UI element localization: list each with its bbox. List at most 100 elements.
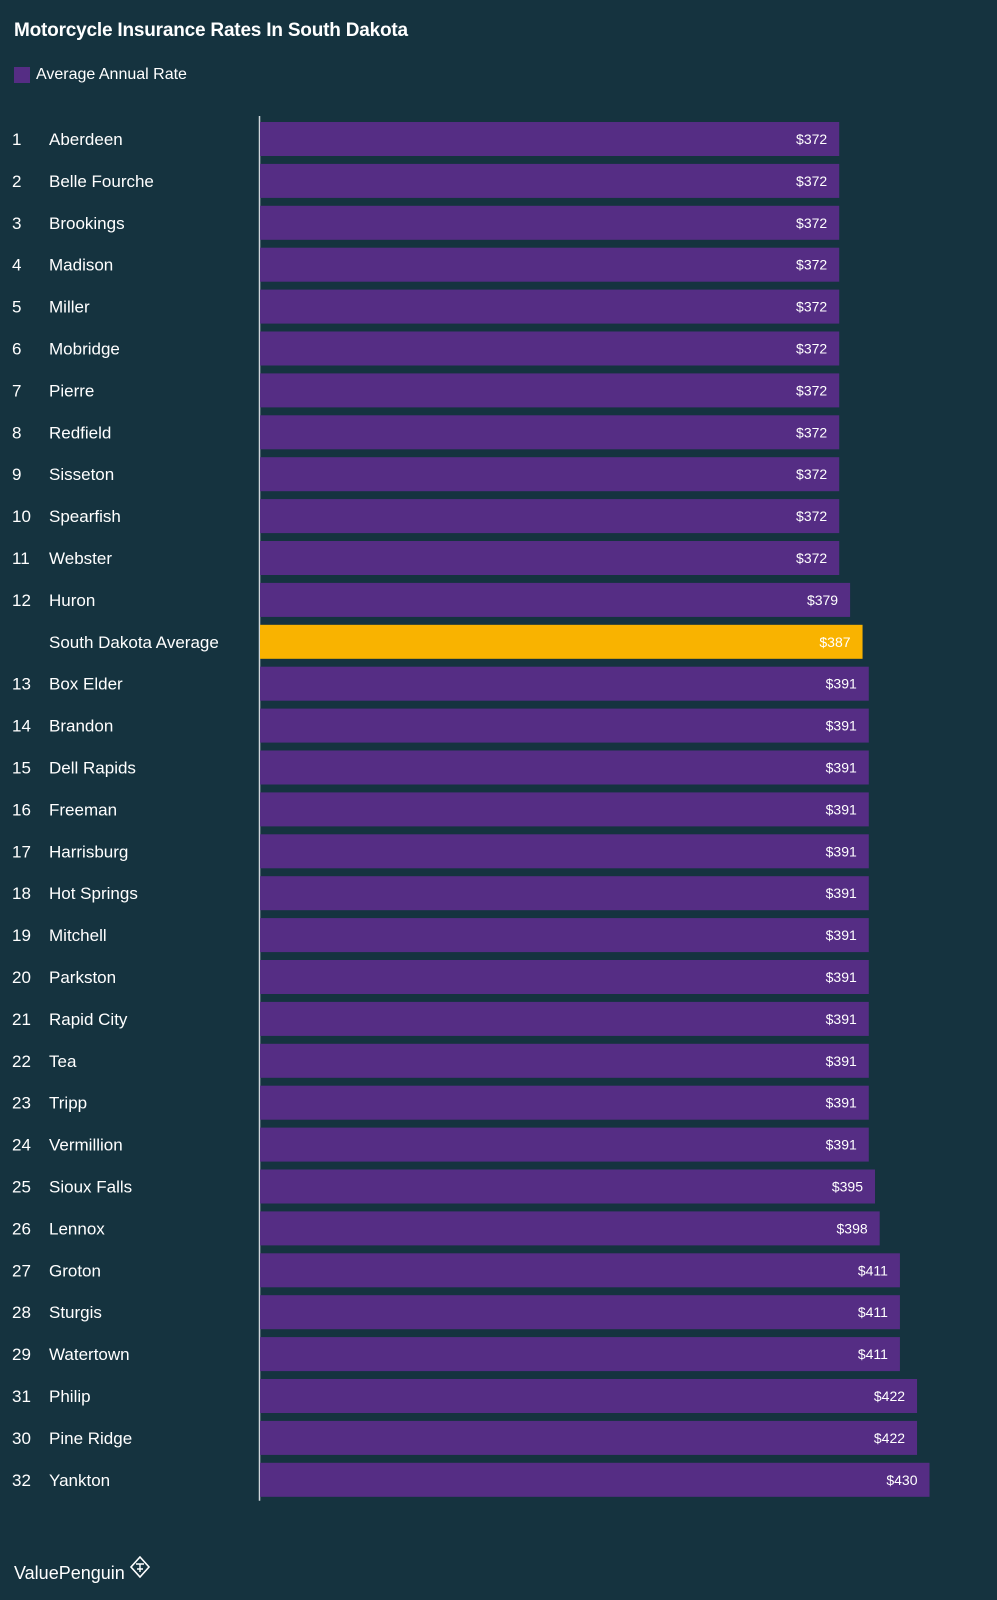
brand-logo: ValuePenguin [14,1555,151,1584]
category-label: Brandon [49,717,113,736]
category-label: Aberdeen [49,130,123,149]
rank-label: 32 [12,1471,31,1490]
value-label: $372 [796,131,827,147]
bar [260,247,840,282]
value-label: $372 [796,215,827,231]
legend: Average Annual Rate [14,66,187,84]
bar [260,163,840,198]
category-label: Tripp [49,1094,87,1113]
rank-label: 18 [12,884,31,903]
value-label: $391 [826,1095,857,1111]
category-label: Pierre [49,381,94,400]
value-label: $411 [858,1262,888,1278]
rank-label: 5 [12,298,21,317]
rank-label: 23 [12,1094,31,1113]
bar-average [260,624,863,659]
bar [260,582,851,617]
bar [260,1379,918,1413]
category-label: Webster [49,549,112,568]
bar [260,918,869,953]
bar [260,331,840,366]
value-label: $395 [832,1179,863,1195]
bar [260,415,840,450]
rank-label: 31 [12,1387,31,1406]
value-label: $391 [826,676,857,692]
category-label: Sioux Falls [49,1178,132,1197]
rank-label: 12 [12,591,31,610]
rank-label: 4 [12,256,21,275]
penguin-logo-icon [129,1555,150,1578]
value-label: $372 [796,257,827,273]
rank-label: 20 [12,968,31,987]
bar [260,666,869,701]
brand-name: ValuePenguin [14,1563,125,1583]
bar [260,1253,900,1288]
bar [260,122,840,156]
rank-label: 8 [12,423,21,442]
bar [260,708,869,743]
bar [260,792,869,827]
category-label: Madison [49,256,113,275]
category-label: Sisseton [49,465,114,484]
bar [260,1169,876,1204]
bar [260,457,840,492]
rank-label: 11 [12,549,30,568]
category-label: Belle Fourche [49,172,154,191]
value-label: $372 [796,341,827,357]
bar [260,876,869,911]
value-label: $411 [858,1304,888,1320]
rank-label: 6 [12,340,21,359]
category-label: Tea [49,1052,77,1071]
value-label: $379 [807,592,838,608]
category-label: Box Elder [49,675,123,694]
bar [260,205,840,240]
rank-label: 13 [12,675,31,694]
category-label: Pine Ridge [49,1429,132,1448]
category-label: Mobridge [49,340,120,359]
legend-swatch [14,67,30,83]
value-label: $391 [826,1137,857,1153]
value-label: $372 [796,550,827,566]
category-label: Vermillion [49,1136,123,1155]
bar [260,289,840,324]
bar [260,1127,869,1162]
category-label: Dell Rapids [49,759,136,778]
value-label: $398 [837,1220,868,1236]
bar [260,1420,918,1455]
value-label: $372 [796,424,827,440]
value-label: $387 [819,634,850,650]
bar [260,373,840,408]
value-label: $391 [826,718,857,734]
category-label: Brookings [49,214,125,233]
bar [260,1085,869,1120]
bar-chart: 1 Aberdeen $372 2 Belle Fourche $372 3 Brooking… [12,116,930,1501]
rank-label: 30 [12,1429,31,1448]
category-label: Freeman [49,800,117,819]
value-label: $430 [886,1472,917,1488]
rank-label: 15 [12,759,31,778]
rank-label: 14 [12,717,31,736]
value-label: $372 [796,382,827,398]
rank-label: 1 [12,130,21,149]
category-label: Rapid City [49,1010,128,1029]
value-label: $372 [796,508,827,524]
value-label: $391 [826,1053,857,1069]
value-label: $391 [826,1011,857,1027]
bar [260,960,869,994]
rank-label: 9 [12,465,21,484]
category-label: Parkston [49,968,116,987]
category-label: Sturgis [49,1303,102,1322]
rank-label: 19 [12,926,31,945]
rank-label: 22 [12,1052,31,1071]
legend-label: Average Annual Rate [36,66,187,83]
bar [260,1001,869,1036]
rank-label: 26 [12,1219,31,1238]
value-label: $422 [874,1430,905,1446]
category-label: Yankton [49,1471,110,1490]
rank-label: 29 [12,1345,31,1364]
bar [260,1211,880,1246]
value-label: $391 [826,927,857,943]
rank-label: 3 [12,214,21,233]
bar [260,499,840,534]
value-label: $372 [796,299,827,315]
